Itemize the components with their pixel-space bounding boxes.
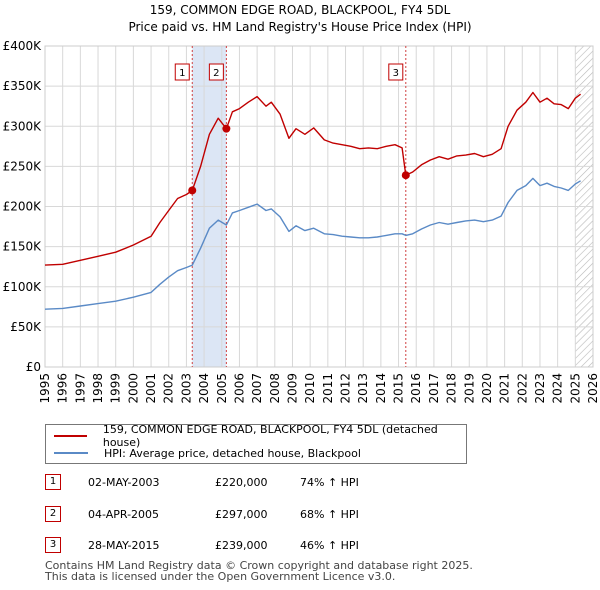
x-tick-label: 2026 <box>586 373 600 404</box>
y-tick-label: £0 <box>26 360 41 374</box>
sale-hpi-change: 46% ↑ HPI <box>300 539 359 552</box>
footer: Contains HM Land Registry data © Crown c… <box>45 560 473 582</box>
y-tick-label: £350K <box>3 79 43 93</box>
sale-point <box>222 124 231 133</box>
legend-price-swatch <box>54 435 87 437</box>
sale-label: 2 <box>213 68 219 79</box>
y-tick-label: £200K <box>3 200 43 214</box>
table-row: 2 04-APR-2005 £297,000 68% ↑ HPI <box>45 506 565 524</box>
x-tick-label: 2004 <box>197 373 211 404</box>
x-tick-label: 2008 <box>268 373 282 404</box>
y-tick-label: £250K <box>3 159 43 173</box>
x-tick-label: 1996 <box>56 373 70 404</box>
y-tick-label: £100K <box>3 280 43 294</box>
x-tick-label: 2000 <box>126 373 140 404</box>
sale-label: 1 <box>179 68 185 79</box>
sale-date: 04-APR-2005 <box>88 508 160 521</box>
table-row: 3 28-MAY-2015 £239,000 46% ↑ HPI <box>45 537 565 555</box>
x-tick-label: 2014 <box>374 373 388 404</box>
sale-label-box <box>174 63 190 81</box>
y-tick-label: £150K <box>3 240 43 254</box>
x-tick-label: 2011 <box>321 373 335 404</box>
x-tick-label: 2006 <box>232 373 246 404</box>
sale-number-badge: 3 <box>45 537 61 553</box>
x-tick-label: 2002 <box>162 373 176 404</box>
legend-item-hpi: HPI: Average price, detached house, Blac… <box>54 445 361 461</box>
sale-price: £297,000 <box>215 508 268 521</box>
x-tick-label: 2005 <box>215 373 229 404</box>
sale-price: £220,000 <box>215 476 268 489</box>
footer-copyright: Contains HM Land Registry data © Crown c… <box>45 559 473 572</box>
x-tick-label: 2024 <box>551 373 565 404</box>
sale-label-box <box>208 63 224 81</box>
sale-label: 3 <box>393 68 399 79</box>
sale-number-badge: 1 <box>45 474 61 490</box>
legend-hpi-label: HPI: Average price, detached house, Blac… <box>104 446 361 460</box>
x-tick-label: 2003 <box>179 373 193 404</box>
sale-number-badge: 2 <box>45 506 61 522</box>
footer-licence: This data is licensed under the Open Gov… <box>45 570 396 583</box>
x-tick-label: 2023 <box>533 373 547 404</box>
x-tick-label: 2012 <box>339 373 353 404</box>
x-tick-label: 2022 <box>515 373 529 404</box>
hpi-series-line <box>44 177 581 310</box>
sale-point <box>188 186 197 195</box>
y-tick-label: £50K <box>10 320 42 334</box>
x-tick-label: 2017 <box>427 373 441 404</box>
sale-price: £239,000 <box>215 539 268 552</box>
x-tick-label: 2010 <box>303 373 317 404</box>
x-tick-label: 2021 <box>498 373 512 404</box>
sale-point <box>401 171 410 180</box>
sale-hpi-change: 68% ↑ HPI <box>300 508 359 521</box>
x-tick-label: 2007 <box>250 373 264 404</box>
x-tick-label: 2001 <box>144 373 158 404</box>
x-tick-label: 1999 <box>109 373 123 404</box>
legend-price-label: 159, COMMON EDGE ROAD, BLACKPOOL, FY4 5D… <box>102 423 438 449</box>
x-tick-label: 1995 <box>38 373 52 404</box>
x-tick-label: 1997 <box>73 373 87 404</box>
chart-subtitle: Price paid vs. HM Land Registry's House … <box>128 20 471 34</box>
sale-label-box <box>388 63 404 81</box>
chart-title: 159, COMMON EDGE ROAD, BLACKPOOL, FY4 5D… <box>150 3 451 17</box>
x-tick-label: 2018 <box>445 373 459 404</box>
x-tick-label: 2025 <box>568 373 582 404</box>
sale-date: 02-MAY-2003 <box>88 476 160 489</box>
x-tick-label: 2015 <box>392 373 406 404</box>
table-row: 1 02-MAY-2003 £220,000 74% ↑ HPI <box>45 474 565 492</box>
x-tick-label: 1998 <box>91 373 105 404</box>
legend: 159, COMMON EDGE ROAD, BLACKPOOL, FY4 5D… <box>45 423 467 464</box>
x-tick-label: 2019 <box>462 373 476 404</box>
y-tick-label: £400K <box>3 39 43 53</box>
sale-date: 28-MAY-2015 <box>88 539 160 552</box>
x-tick-label: 2020 <box>480 373 494 404</box>
legend-hpi-swatch <box>54 452 88 454</box>
plot-frame <box>44 45 594 368</box>
sale-hpi-change: 74% ↑ HPI <box>300 476 359 489</box>
price-series-line <box>44 91 582 266</box>
price-chart: 159, COMMON EDGE ROAD, BLACKPOOL, FY4 5D… <box>3 3 600 404</box>
x-tick-label: 2009 <box>285 373 299 404</box>
y-tick-label: £300K <box>3 119 43 133</box>
x-tick-label: 2013 <box>356 373 370 404</box>
legend-item-price: 159, COMMON EDGE ROAD, BLACKPOOL, FY4 5D… <box>54 423 466 449</box>
x-tick-label: 2016 <box>409 373 423 404</box>
